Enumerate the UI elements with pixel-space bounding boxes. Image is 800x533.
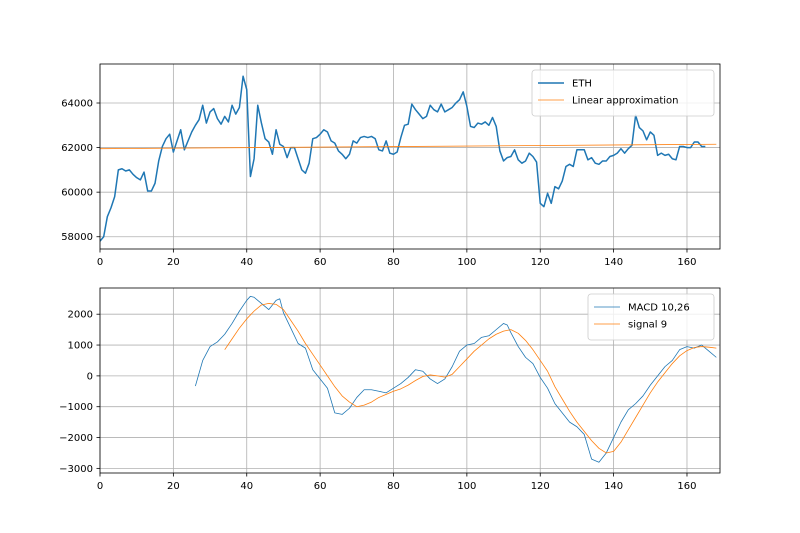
x-tick-label: 120 <box>531 481 550 492</box>
y-tick-label: 62000 <box>61 143 93 154</box>
legend-box <box>587 293 715 341</box>
x-tick-label: 120 <box>531 257 550 268</box>
legend-label: signal 9 <box>628 320 667 331</box>
legend-label: MACD 10,26 <box>628 303 690 314</box>
x-tick-label: 0 <box>97 481 103 492</box>
x-tick-label: 140 <box>604 481 623 492</box>
series-line-1 <box>100 75 706 242</box>
x-tick-label: 20 <box>167 257 180 268</box>
x-tick-label: 20 <box>167 481 180 492</box>
x-tick-label: 160 <box>677 257 696 268</box>
legend-box <box>531 69 715 117</box>
y-tick-label: 60000 <box>61 188 93 199</box>
axes-frame <box>99 63 721 250</box>
legend-label: Linear approximation <box>572 96 679 107</box>
y-tick-label: 64000 <box>61 99 93 110</box>
y-tick-label: 58000 <box>61 232 93 243</box>
y-tick-label: −3000 <box>59 464 93 475</box>
series-line-2 <box>224 303 717 454</box>
x-tick-label: 100 <box>457 481 476 492</box>
x-tick-label: 80 <box>387 257 400 268</box>
y-tick-label: 0 <box>87 371 93 382</box>
x-tick-label: 60 <box>314 481 327 492</box>
x-tick-label: 0 <box>97 257 103 268</box>
x-tick-label: 60 <box>314 257 327 268</box>
axes-frame <box>99 287 721 474</box>
x-tick-label: 40 <box>240 257 253 268</box>
x-tick-label: 40 <box>240 481 253 492</box>
panel-1: 0 20 40 60 80 100 120 140 160 58000 60000 62000 6400… <box>61 63 721 268</box>
series-line-2 <box>100 143 717 150</box>
panel-2: 0 20 40 60 80 100 120 140 160 −3000 −2000 −1000 0 100… <box>59 287 721 492</box>
x-tick-label: 140 <box>604 257 623 268</box>
y-tick-label: −1000 <box>59 402 93 413</box>
x-tick-label: 100 <box>457 257 476 268</box>
legend: MACD 10,26 signal 9 <box>587 293 715 341</box>
y-tick-label: 1000 <box>68 341 93 352</box>
y-tick-label: 2000 <box>68 310 93 321</box>
x-tick-label: 160 <box>677 481 696 492</box>
x-tick-label: 80 <box>387 481 400 492</box>
legend: ETH Linear approximation <box>531 69 715 117</box>
legend-label: ETH <box>572 79 592 90</box>
y-tick-label: −2000 <box>59 433 93 444</box>
series-line-1 <box>194 295 717 463</box>
